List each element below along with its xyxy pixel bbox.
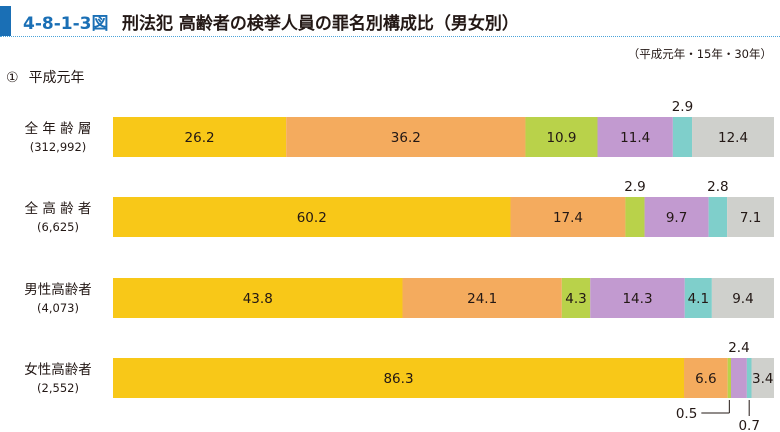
- bar-segment: [525, 117, 598, 157]
- data-label: 60.2: [297, 210, 327, 226]
- data-label: 2.9: [624, 179, 645, 195]
- panel-label: 平成元年: [28, 70, 85, 86]
- category-count: (312,992): [30, 140, 87, 154]
- years-note: （平成元年・15年・30年）: [627, 47, 772, 61]
- data-label: 9.7: [666, 210, 687, 226]
- bar-segment: [113, 117, 287, 157]
- bar-segment: [727, 197, 774, 237]
- bar-segment: [711, 278, 774, 318]
- title-divider: [0, 36, 780, 37]
- panel-marker: ①: [6, 70, 19, 86]
- category-count: (6,625): [37, 220, 79, 234]
- data-label: 2.8: [707, 179, 728, 195]
- data-label: 36.2: [391, 130, 421, 146]
- category-label: 女性高齢者: [24, 361, 92, 378]
- category-label: 男性高齢者: [24, 281, 92, 298]
- title-accent-bar: [0, 6, 11, 36]
- data-label: 86.3: [383, 371, 413, 387]
- figure-title: 刑法犯 高齢者の検挙人員の罪名別構成比（男女別）: [122, 14, 519, 34]
- category-label: 全 年 齢 層: [25, 120, 92, 137]
- data-label: 12.4: [718, 130, 748, 146]
- bar-segment: [402, 278, 562, 318]
- bar-segment: [510, 197, 626, 237]
- bar-segment: [286, 117, 526, 157]
- data-label: 3.4: [752, 371, 773, 387]
- bar-segment: [708, 197, 728, 237]
- category-label: 全 高 齢 者: [25, 200, 92, 217]
- bar-segment: [113, 358, 685, 398]
- data-label: 4.3: [565, 291, 586, 307]
- bar-segment: [746, 358, 752, 398]
- data-label: 0.7: [738, 418, 759, 432]
- data-label: 2.9: [672, 99, 693, 115]
- bar-segment: [590, 278, 685, 318]
- category-count: (2,552): [37, 381, 79, 395]
- bar-segment: [672, 117, 693, 157]
- data-label: 4.1: [688, 291, 709, 307]
- bar-segment: [113, 197, 511, 237]
- bar-segment: [684, 358, 728, 398]
- data-label: 11.4: [620, 130, 650, 146]
- data-label: 14.3: [622, 291, 652, 307]
- bar-segment: [727, 358, 731, 398]
- figure-number: 4-8-1-3図: [23, 14, 109, 34]
- data-label: 9.4: [732, 291, 753, 307]
- bar-segment: [625, 197, 645, 237]
- data-label: 10.9: [546, 130, 576, 146]
- category-count: (4,073): [37, 301, 79, 315]
- bar-segment: [561, 278, 591, 318]
- data-label: 43.8: [243, 291, 273, 307]
- data-label: 24.1: [467, 291, 497, 307]
- bar-segment: [597, 117, 673, 157]
- data-label: 2.4: [728, 340, 749, 356]
- bar-segment: [644, 197, 709, 237]
- bar-segment: [730, 358, 747, 398]
- bar-segment: [684, 278, 712, 318]
- bar-segment: [751, 358, 774, 398]
- data-label: 7.1: [740, 210, 761, 226]
- bar-segment: [113, 278, 403, 318]
- bar-segment: [692, 117, 774, 157]
- data-label: 26.2: [185, 130, 215, 146]
- data-label: 0.5: [676, 406, 697, 422]
- data-label: 17.4: [553, 210, 583, 226]
- panel-heading: ① 平成元年: [6, 67, 95, 87]
- data-label: 6.6: [695, 371, 716, 387]
